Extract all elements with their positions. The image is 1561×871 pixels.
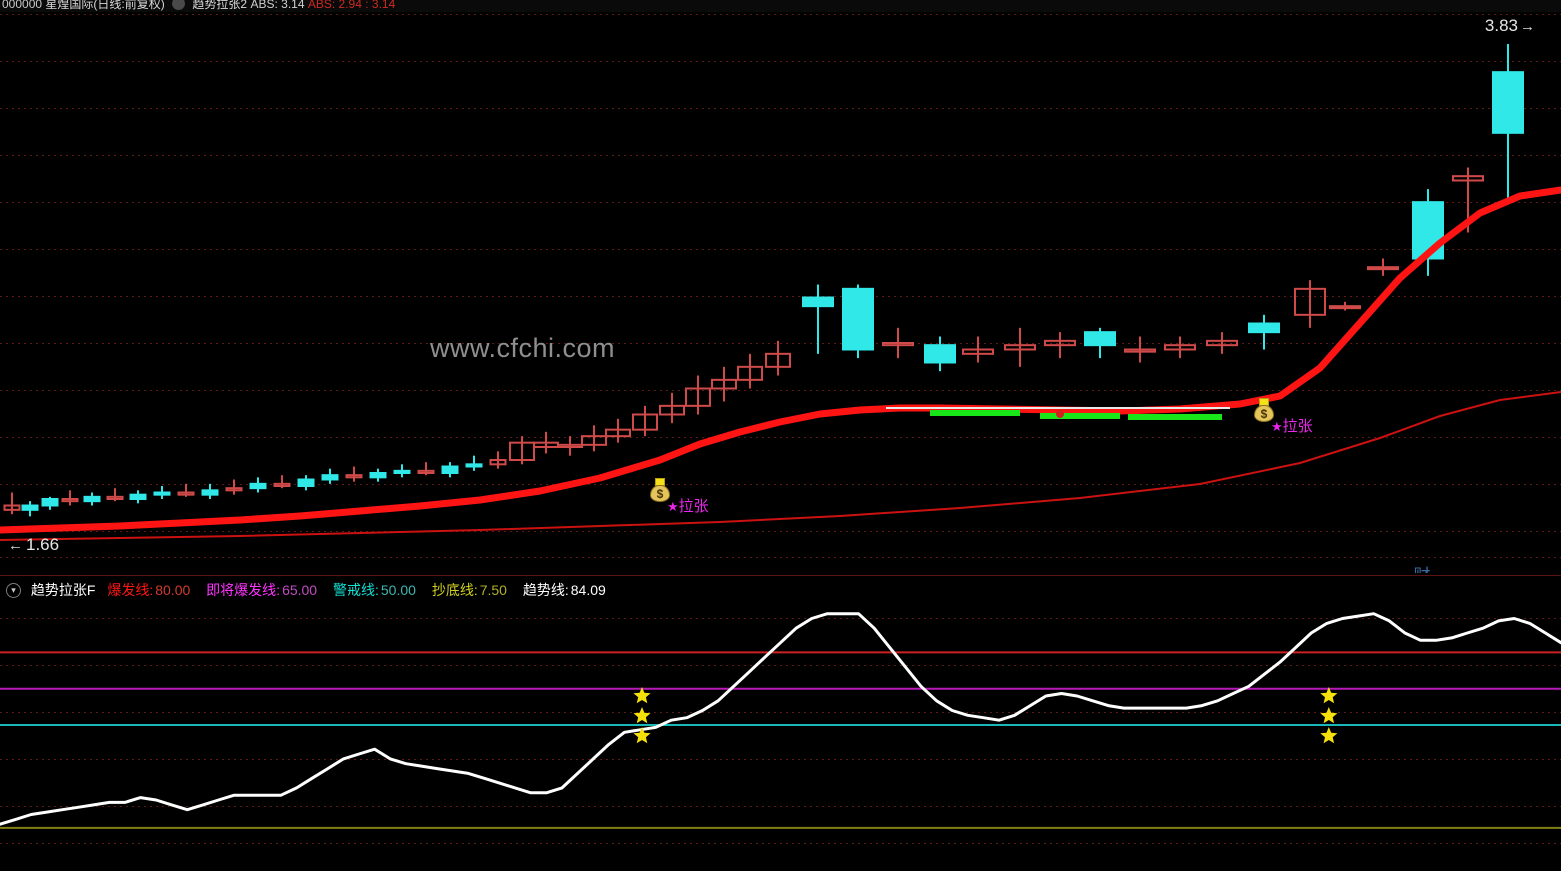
arrow-left-icon: ← bbox=[8, 537, 23, 554]
metric-warn-value: 50.00 bbox=[380, 582, 416, 599]
gridline bbox=[0, 759, 1561, 760]
metric-soon-label: 即将爆发线: bbox=[206, 582, 281, 599]
price-high-label: 3.83 → bbox=[1485, 16, 1535, 36]
window-titlebar: 000000 星煌国际(日线:前复权) 趋势拉张2 ABS: 3.14 ABS:… bbox=[0, 0, 1561, 12]
gridline bbox=[0, 712, 1561, 713]
indicator-header: ▾ 趋势拉张F 爆发线: 80.00 即将爆发线: 65.00 警戒线: 50.00 … bbox=[0, 579, 618, 599]
money-bag-body bbox=[650, 485, 670, 502]
metric-soon-value: 65.00 bbox=[282, 582, 318, 599]
money-bag-body bbox=[1254, 405, 1274, 422]
signal-label: ★拉张 bbox=[1271, 419, 1313, 434]
gridline bbox=[0, 843, 1561, 844]
metric-trend-label: 趋势线: bbox=[522, 582, 569, 599]
indicator-series bbox=[0, 612, 1561, 829]
indicator-title: 趋势拉张F bbox=[30, 582, 96, 599]
metric-boom-value: 80.00 bbox=[155, 582, 191, 599]
star-icon: ★ bbox=[1271, 419, 1283, 434]
gridline bbox=[0, 665, 1561, 666]
metric-warn-label: 警戒线: bbox=[333, 582, 379, 599]
buy-signal-marker[interactable]: ★拉张 bbox=[1254, 398, 1313, 434]
gridline bbox=[0, 249, 1561, 250]
corner-badge-icon: 财 bbox=[1409, 564, 1435, 573]
stock-name: 星煌国际(日线:前复权) bbox=[45, 0, 165, 11]
metric-bottom-value: 7.50 bbox=[479, 582, 507, 599]
stock-code: 000000 bbox=[2, 0, 43, 11]
gridline bbox=[0, 557, 1561, 558]
gridline bbox=[0, 202, 1561, 203]
money-bag-icon bbox=[1254, 398, 1274, 422]
metric-trend: 趋势线: 84.09 bbox=[523, 580, 606, 600]
metric-boom-label: 爆发线: bbox=[107, 582, 154, 599]
gridline bbox=[0, 484, 1561, 485]
price-low-label: ← 1.66 bbox=[8, 535, 60, 555]
indicator-name: 趋势拉张2 bbox=[192, 0, 248, 11]
metric-bottom-label: 抄底线: bbox=[431, 582, 478, 599]
gridline bbox=[0, 806, 1561, 807]
gridline bbox=[0, 296, 1561, 297]
gridline bbox=[0, 14, 1561, 15]
abs-value: 3.14 bbox=[281, 0, 305, 11]
signal-text: 拉张 bbox=[678, 498, 709, 515]
metric-boom: 爆发线: 80.00 bbox=[107, 580, 190, 600]
abs-label: ABS: bbox=[250, 0, 278, 11]
arrow-right-icon: → bbox=[1520, 18, 1535, 35]
signal-text: 拉张 bbox=[1282, 418, 1313, 435]
price-low-value: 1.66 bbox=[26, 535, 60, 554]
kline-pane[interactable]: www.cfchi.com 财 3.83→ ←1.66 ★拉张 bbox=[0, 8, 1561, 573]
gridline bbox=[0, 61, 1561, 62]
indicator-pane[interactable]: ▾ 趋势拉张F 爆发线: 80.00 即将爆发线: 65.00 警戒线: 50.00 … bbox=[0, 575, 1561, 871]
candlestick-series bbox=[0, 44, 1561, 541]
rel-value: 2.94 : 3.14 bbox=[338, 0, 396, 11]
buy-signal-marker[interactable]: ★拉张 bbox=[650, 478, 709, 514]
gridline bbox=[0, 108, 1561, 109]
rel-label: ABS: bbox=[307, 0, 336, 11]
gridline bbox=[0, 155, 1561, 156]
star-icon: ★ bbox=[667, 499, 679, 514]
gridline bbox=[0, 437, 1561, 438]
gridline bbox=[0, 531, 1561, 532]
metric-warn: 警戒线: 50.00 bbox=[333, 580, 416, 600]
money-bag-icon bbox=[650, 478, 670, 502]
gridline bbox=[0, 343, 1561, 344]
gridline bbox=[0, 390, 1561, 391]
metric-trend-value: 84.09 bbox=[570, 582, 606, 599]
chevron-down-circle-icon[interactable]: ▾ bbox=[6, 582, 21, 598]
metric-bottom: 抄底线: 7.50 bbox=[432, 580, 507, 600]
metric-soon: 即将爆发线: 65.00 bbox=[206, 580, 317, 600]
chevron-down-icon[interactable] bbox=[172, 0, 186, 10]
price-high-value: 3.83 bbox=[1484, 16, 1518, 35]
signal-label: ★拉张 bbox=[667, 499, 709, 514]
gridline bbox=[0, 618, 1561, 619]
